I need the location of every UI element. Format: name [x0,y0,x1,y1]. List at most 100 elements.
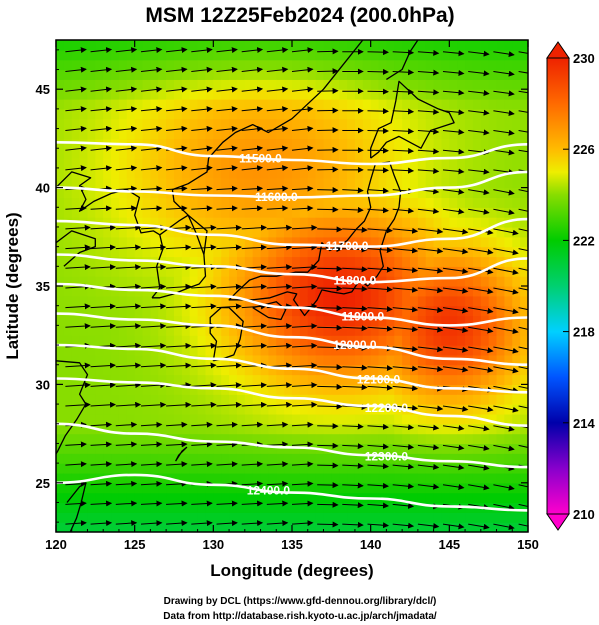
temperature-cell [496,108,505,120]
temperature-cell [126,512,136,523]
temperature-cell [213,207,222,218]
temperature-cell [488,118,498,130]
temperature-cell [323,413,332,425]
temperature-cell [299,197,309,208]
temperature-cell [197,286,207,297]
temperature-cell [244,138,254,149]
temperature-cell [79,345,89,356]
temperature-cell [378,423,387,435]
temperature-cell [472,217,482,228]
temperature-cell [386,423,395,435]
temperature-cell [118,364,128,376]
wind-vector [115,66,138,73]
temperature-cell [229,40,238,51]
temperature-cell [63,177,73,189]
temperature-cell [496,305,505,317]
wind-vector [241,86,264,93]
temperature-cell [465,99,474,110]
contour-label: 11600.0 [255,190,298,204]
temperature-cell [488,276,498,287]
temperature-cell [166,148,175,159]
wind-vector [266,342,293,349]
temperature-cell [410,295,419,307]
temperature-cell [520,453,528,464]
wind-vector [216,86,238,93]
temperature-cell [252,295,262,307]
temperature-cell [260,177,269,189]
temperature-cell [181,463,191,474]
temperature-cell [386,167,395,179]
temperature-cell [205,512,214,523]
temperature-cell [354,197,364,208]
temperature-cell [307,99,317,110]
temperature-cell [221,502,230,513]
temperature-cell [197,207,207,218]
temperature-cell [504,118,513,130]
temperature-cell [496,394,505,405]
temperature-cell [174,463,183,474]
temperature-cell [449,423,458,435]
temperature-cell [386,502,395,513]
temperature-cell [126,453,136,464]
temperature-cell [402,305,411,317]
temperature-cell [378,217,387,228]
temperature-cell [386,482,395,494]
wind-vector [65,125,87,132]
wind-vector [392,88,415,95]
temperature-cell [79,423,89,435]
temperature-cell [205,286,214,297]
temperature-cell [370,236,380,248]
temperature-cell [480,217,490,228]
temperature-cell [166,463,175,474]
temperature-cell [457,364,466,376]
temperature-cell [512,286,521,297]
temperature-cell [166,118,175,130]
temperature-cell [111,148,120,159]
temperature-cell [244,128,254,139]
temperature-cell [111,207,120,218]
wind-vector [241,500,264,507]
temperature-cell [472,108,482,120]
temperature-cell [394,354,403,366]
temperature-cell [71,256,81,267]
wind-vector [468,405,494,413]
temperature-cell [166,305,175,317]
temperature-cell [402,266,411,277]
temperature-cell [394,472,403,484]
wind-vector [166,480,188,487]
temperature-cell [425,217,435,228]
temperature-cell [394,482,403,494]
temperature-cell [276,463,285,474]
temperature-cell [87,472,96,484]
temperature-cell [174,453,183,464]
temperature-cell [213,315,222,326]
wind-vector [317,305,343,312]
temperature-cell [480,128,490,139]
wind-vector [367,502,389,509]
temperature-cell [142,246,151,258]
temperature-cell [142,158,151,169]
temperature-cell [71,197,81,208]
coastline [56,230,96,267]
wind-vector [392,227,419,234]
temperature-cell [331,433,340,445]
temperature-cell [150,502,159,513]
temperature-cell [87,89,96,100]
temperature-cell [221,453,230,464]
temperature-cell [158,394,167,405]
temperature-cell [520,472,528,484]
temperature-cell [150,443,159,454]
temperature-cell [79,236,89,248]
temperature-cell [378,295,387,307]
temperature-cell [126,226,136,238]
temperature-cell [480,108,490,120]
temperature-cell [488,40,498,51]
temperature-cell [433,295,443,307]
wind-vector [216,165,238,172]
temperature-cell [229,512,238,523]
temperature-cell [299,49,309,61]
temperature-cell [236,256,246,267]
temperature-cell [276,79,285,90]
temperature-cell [236,374,246,385]
temperature-cell [244,305,254,317]
